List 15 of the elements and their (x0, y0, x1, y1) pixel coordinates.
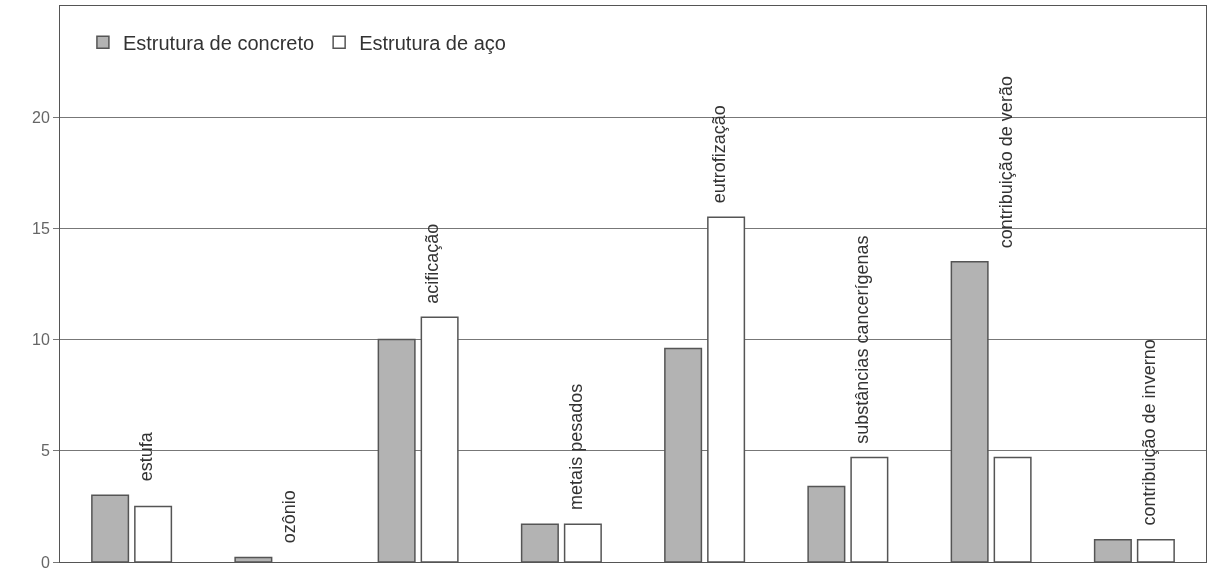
x-tick-label: contribuição de inverno (1138, 339, 1159, 526)
x-tick-label: contribuição de verão (995, 76, 1016, 249)
y-tick-label: 15 (32, 220, 50, 237)
y-tick-label: 10 (32, 331, 50, 349)
legend-label: Estrutura de aço (359, 31, 506, 54)
legend-label: Estrutura de concreto (122, 31, 315, 54)
x-tick-label: estufa (135, 431, 156, 482)
x-tick-label: eutrofização (708, 105, 729, 204)
x-tick-label: metais pesados (565, 383, 586, 510)
x-tick-label: substâncias cancerígenas (851, 235, 872, 444)
x-tick-label: acificação (422, 223, 443, 304)
y-tick-label: 0 (40, 553, 50, 571)
x-tick-label: ozônio (279, 490, 300, 544)
y-tick-label: 20 (32, 108, 50, 126)
y-tick-label: 5 (40, 442, 50, 460)
